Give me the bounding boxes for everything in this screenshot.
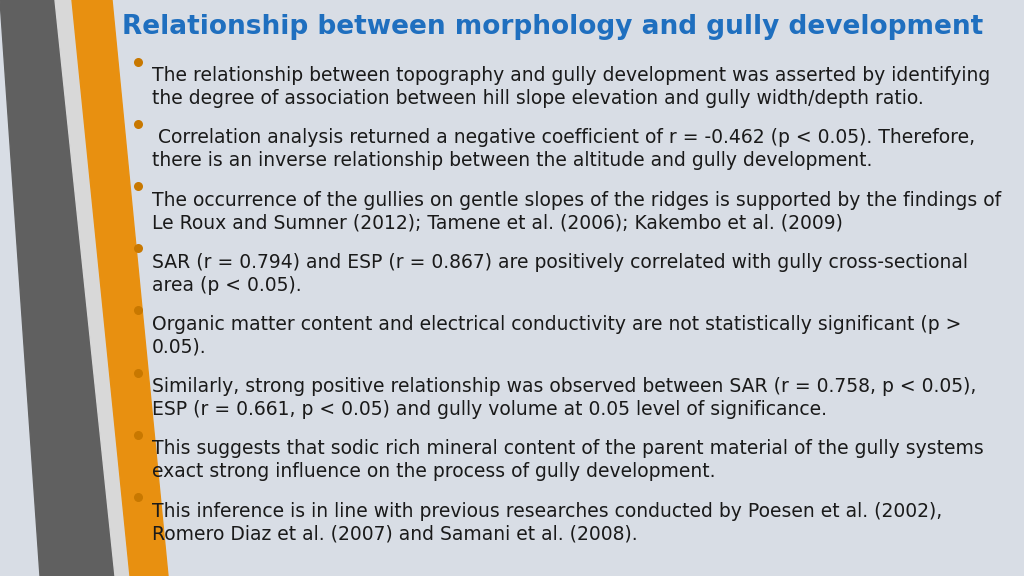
Text: Correlation analysis returned a negative coefficient of r = -0.462 (p < 0.05). T: Correlation analysis returned a negative… [152,128,975,170]
Text: The occurrence of the gullies on gentle slopes of the ridges is supported by the: The occurrence of the gullies on gentle … [152,191,1000,232]
Polygon shape [55,0,130,576]
Text: SAR (r = 0.794) and ESP (r = 0.867) are positively correlated with gully cross-s: SAR (r = 0.794) and ESP (r = 0.867) are … [152,253,968,294]
Text: This inference is in line with previous researches conducted by Poesen et al. (2: This inference is in line with previous … [152,502,942,543]
Text: Similarly, strong positive relationship was observed between SAR (r = 0.758, p <: Similarly, strong positive relationship … [152,377,976,419]
Polygon shape [0,0,115,576]
Text: This suggests that sodic rich mineral content of the parent material of the gull: This suggests that sodic rich mineral co… [152,439,983,481]
Text: The relationship between topography and gully development was asserted by identi: The relationship between topography and … [152,66,990,108]
Polygon shape [72,0,168,576]
Text: Relationship between morphology and gully development: Relationship between morphology and gull… [122,14,984,40]
Text: Organic matter content and electrical conductivity are not statistically signifi: Organic matter content and electrical co… [152,315,961,357]
